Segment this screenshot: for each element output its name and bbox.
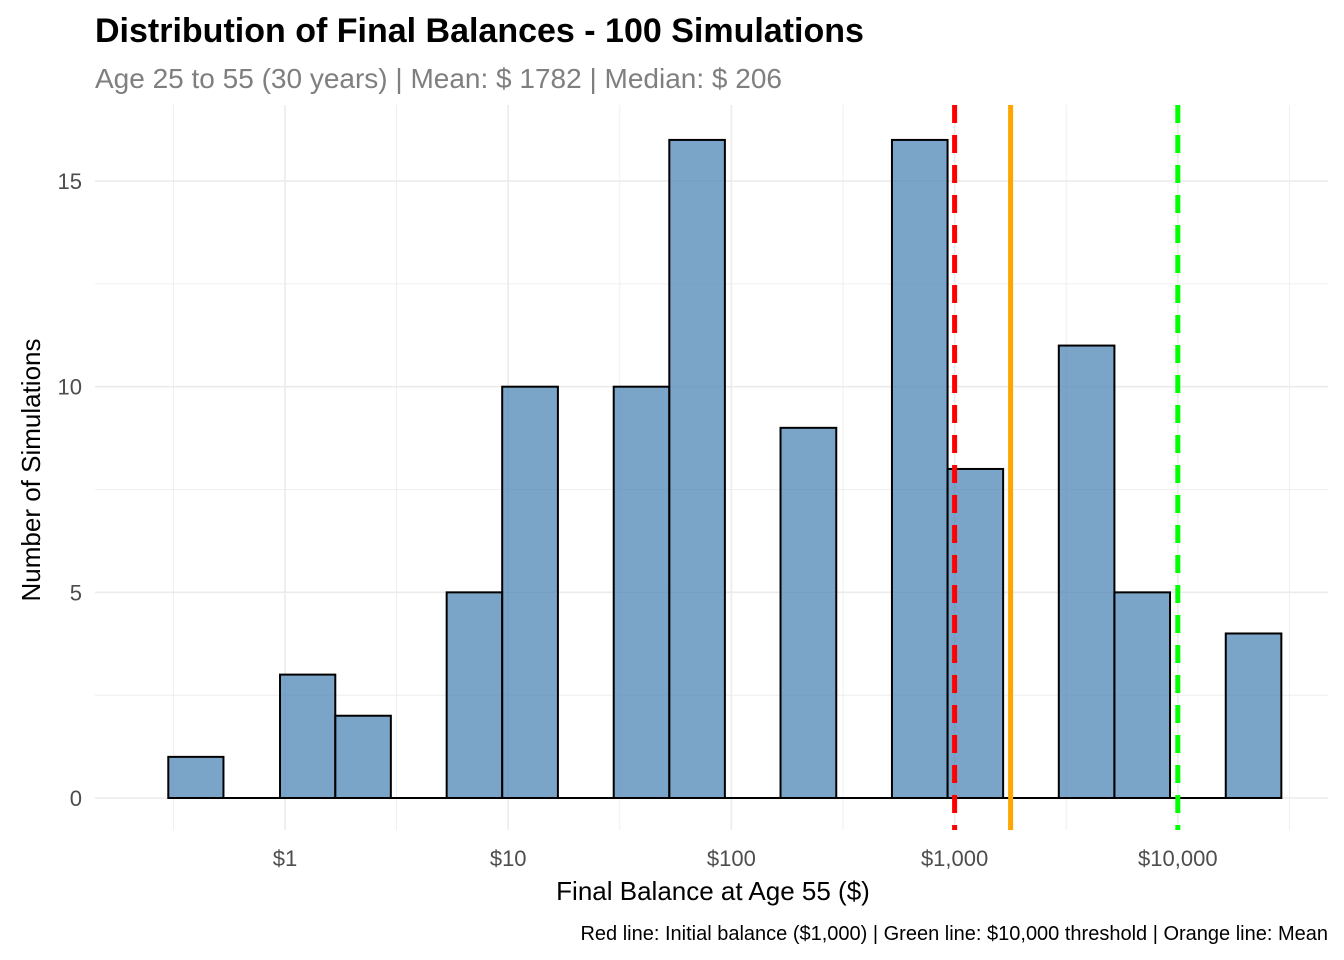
x-axis-label: Final Balance at Age 55 ($) bbox=[556, 876, 870, 906]
x-tick-labels: $1 $10 $100 $1,000 $10,000 bbox=[273, 846, 1218, 871]
histogram-bar bbox=[445, 591, 504, 799]
x-tick-label: $100 bbox=[707, 846, 756, 871]
histogram-bar bbox=[501, 385, 559, 799]
y-tick-label: 10 bbox=[58, 375, 82, 400]
histogram-bar bbox=[1113, 591, 1172, 799]
histogram-bar bbox=[334, 714, 392, 799]
y-axis-label: Number of Simulations bbox=[16, 339, 46, 602]
x-tick-label: $1 bbox=[273, 846, 297, 871]
bars bbox=[167, 138, 1283, 800]
x-tick-label: $10 bbox=[490, 846, 527, 871]
histogram-bar bbox=[279, 673, 337, 799]
x-tick-label: $1,000 bbox=[921, 846, 988, 871]
histogram-bar bbox=[167, 755, 225, 799]
reference-lines bbox=[952, 105, 1181, 830]
histogram-bar bbox=[890, 138, 949, 800]
x-tick-label: $10,000 bbox=[1138, 846, 1218, 871]
histogram-bar bbox=[1057, 344, 1116, 799]
chart-caption: Red line: Initial balance ($1,000) | Gre… bbox=[580, 923, 1328, 945]
y-tick-label: 15 bbox=[58, 169, 82, 194]
histogram-bar bbox=[612, 385, 671, 799]
y-tick-labels: 0 5 10 15 bbox=[58, 169, 82, 811]
chart-title: Distribution of Final Balances - 100 Sim… bbox=[95, 12, 864, 50]
y-tick-label: 5 bbox=[70, 580, 82, 605]
histogram-bar bbox=[668, 138, 726, 800]
chart-subtitle: Age 25 to 55 (30 years) | Mean: $ 1782 |… bbox=[95, 63, 782, 94]
histogram-bar bbox=[1224, 632, 1283, 799]
y-tick-label: 0 bbox=[70, 786, 82, 811]
histogram-bar bbox=[779, 426, 838, 799]
